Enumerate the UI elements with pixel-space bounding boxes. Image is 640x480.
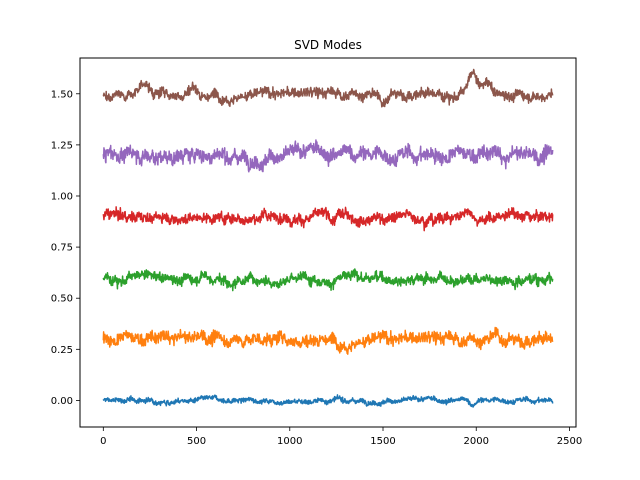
x-tick-label: 2500 <box>557 436 582 447</box>
series-layer <box>102 68 554 408</box>
axes-frame <box>79 57 577 428</box>
y-tick-label: 1.25 <box>51 140 73 151</box>
y-tick-label: 0.00 <box>51 396 73 407</box>
series-line-5 <box>102 139 554 173</box>
chart-title: SVD Modes <box>294 38 362 52</box>
x-axis: 0 500 1000 1500 2000 2500 <box>100 427 582 447</box>
series-line-2 <box>102 326 554 355</box>
y-tick-label: 0.50 <box>51 294 73 305</box>
y-axis: 0.00 0.25 0.50 0.75 1.00 1.25 1.50 <box>51 89 80 407</box>
x-tick-label: 0 <box>100 436 106 447</box>
series-line-6 <box>102 68 554 108</box>
y-tick-label: 0.75 <box>51 243 73 254</box>
x-tick-label: 500 <box>187 436 206 447</box>
series-line-4 <box>102 206 554 232</box>
series-line-1 <box>102 394 554 408</box>
x-tick-label: 1500 <box>370 436 395 447</box>
x-tick-label: 2000 <box>464 436 489 447</box>
y-tick-label: 1.50 <box>51 89 73 100</box>
y-tick-label: 1.00 <box>51 191 73 202</box>
y-tick-label: 0.25 <box>51 345 73 356</box>
series-line-3 <box>102 268 554 292</box>
x-tick-label: 1000 <box>277 436 302 447</box>
